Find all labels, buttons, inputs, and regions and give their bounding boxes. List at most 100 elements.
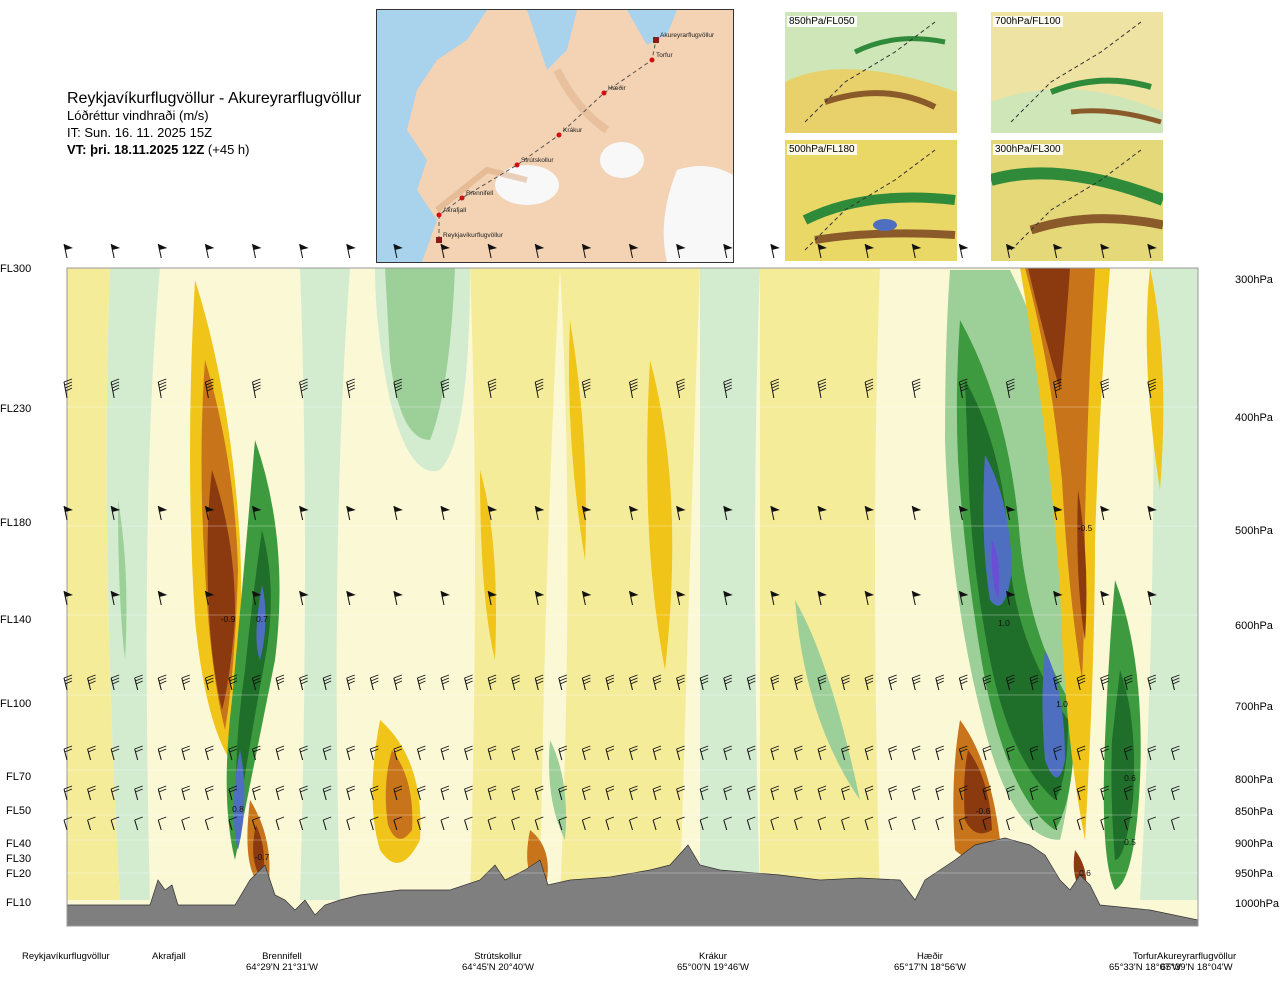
pressure-label-600: 600hPa bbox=[1235, 620, 1273, 632]
wind-barb bbox=[110, 378, 120, 399]
thumbnail-850[interactable]: 850hPa/FL050 bbox=[785, 12, 957, 133]
wind-barb bbox=[770, 674, 780, 691]
wind-barb bbox=[63, 674, 73, 691]
wind-barb bbox=[110, 505, 121, 521]
wind-barb bbox=[864, 674, 874, 691]
wind-barb bbox=[652, 745, 662, 761]
wind-barb bbox=[1006, 505, 1016, 521]
thumbnail-300[interactable]: 300hPa/FL300 bbox=[991, 140, 1163, 261]
wind-barb bbox=[676, 378, 685, 399]
fl-label-230: FL230 bbox=[0, 403, 32, 415]
contour-annotation: 0.7 bbox=[256, 614, 268, 624]
wind-barb bbox=[204, 243, 215, 259]
location-coord: 64°29'N 21°31'W bbox=[246, 962, 318, 973]
wind-barb bbox=[911, 505, 922, 521]
wind-barb bbox=[1100, 590, 1110, 606]
wind-barb bbox=[770, 816, 780, 831]
wind-barb bbox=[699, 785, 709, 801]
wind-barb bbox=[299, 674, 308, 691]
wind-barb bbox=[534, 590, 545, 606]
wind-barb bbox=[864, 785, 874, 801]
fl-label-10: FL10 bbox=[6, 897, 32, 909]
wind-barb bbox=[487, 785, 497, 801]
wind-barb bbox=[299, 505, 309, 521]
wind-barb bbox=[440, 505, 450, 521]
contour-annotation: 0.8 bbox=[232, 804, 244, 814]
wind-barb bbox=[63, 785, 73, 801]
chart-title: Reykjavíkurflugvöllur - Akureyrarflugvöl… bbox=[67, 90, 362, 107]
wind-barb bbox=[181, 745, 190, 761]
wind-barb bbox=[1123, 816, 1133, 831]
wind-barb bbox=[440, 816, 450, 831]
wind-barb bbox=[299, 816, 308, 831]
waypoint-label: Brennifell bbox=[466, 190, 494, 197]
wind-barb bbox=[958, 745, 968, 761]
waypoint-marker bbox=[514, 162, 520, 168]
wind-barb bbox=[723, 785, 732, 801]
wind-barb bbox=[511, 674, 520, 691]
wind-barb bbox=[982, 816, 992, 831]
wind-barb bbox=[322, 674, 332, 691]
wind-barb bbox=[864, 505, 875, 521]
wind-barb bbox=[157, 745, 167, 761]
waypoint-marker bbox=[556, 132, 562, 138]
wind-barb bbox=[346, 505, 356, 521]
wind-barb bbox=[864, 745, 874, 761]
wind-barb bbox=[629, 505, 639, 521]
wind-barb bbox=[464, 816, 473, 831]
wind-barb bbox=[1170, 785, 1180, 801]
wind-barb bbox=[1100, 816, 1109, 831]
wind-barb bbox=[1147, 674, 1157, 691]
location-name: Akrafjall bbox=[152, 951, 186, 962]
wind-barb bbox=[275, 745, 285, 761]
wind-barb bbox=[204, 505, 215, 521]
wind-barb bbox=[629, 590, 639, 606]
route-map-image: Akureyrarflugvöllur Torfur Hæðir Krákur Strú… bbox=[377, 10, 733, 262]
wind-barb bbox=[511, 785, 520, 801]
wind-barb bbox=[63, 243, 73, 259]
pressure-label-700: 700hPa bbox=[1235, 701, 1273, 713]
wind-barb bbox=[204, 745, 214, 761]
wind-barb bbox=[911, 785, 921, 801]
wind-barb bbox=[864, 243, 875, 259]
wind-barb bbox=[911, 674, 921, 691]
wind-barb bbox=[629, 785, 638, 801]
wind-barb bbox=[1053, 745, 1062, 761]
wind-barb bbox=[1170, 745, 1180, 761]
wind-barb bbox=[1123, 674, 1133, 691]
wind-barb bbox=[440, 674, 450, 691]
pressure-label-1000: 1000hPa bbox=[1235, 898, 1280, 910]
wind-barb bbox=[864, 590, 875, 606]
wind-barb bbox=[487, 590, 498, 606]
wind-barb bbox=[793, 674, 803, 691]
thumbnail-700[interactable]: 700hPa/FL100 bbox=[991, 12, 1163, 133]
wind-barb bbox=[511, 816, 520, 831]
wind-barb bbox=[204, 590, 215, 606]
wind-barb bbox=[605, 785, 615, 801]
wind-barb bbox=[558, 745, 567, 761]
wind-barb bbox=[393, 674, 403, 691]
wind-barb bbox=[723, 505, 733, 521]
wind-barb bbox=[110, 674, 120, 691]
wind-barb bbox=[1053, 243, 1063, 259]
location-name: Brennifell bbox=[262, 951, 302, 962]
wind-barb bbox=[958, 816, 968, 831]
wind-barb bbox=[157, 243, 168, 259]
cross-section-plot: -0.9 0.7 0.8 -0.7 1.0 1.0 -0.5 -0.6 0.6 0.5 0.6 bbox=[63, 243, 1199, 927]
wind-barb bbox=[228, 816, 238, 831]
wind-barb bbox=[252, 674, 261, 691]
wind-barb bbox=[558, 674, 567, 691]
wind-barb bbox=[534, 243, 545, 259]
location-reykjavik: Reykjavíkurflugvöllur bbox=[22, 951, 110, 962]
thumbnail-700-label: 700hPa/FL100 bbox=[993, 16, 1063, 27]
wind-barb bbox=[440, 785, 450, 801]
thumbnail-500[interactable]: 500hPa/FL180 bbox=[785, 140, 957, 261]
wind-barb bbox=[676, 590, 686, 606]
fl-label-40: FL40 bbox=[6, 838, 32, 850]
wind-barb bbox=[581, 674, 591, 691]
wind-barb bbox=[181, 816, 190, 831]
waypoint-marker bbox=[649, 57, 655, 63]
wind-barb bbox=[982, 745, 992, 761]
wind-barb bbox=[346, 378, 355, 399]
wind-barb bbox=[935, 816, 944, 831]
